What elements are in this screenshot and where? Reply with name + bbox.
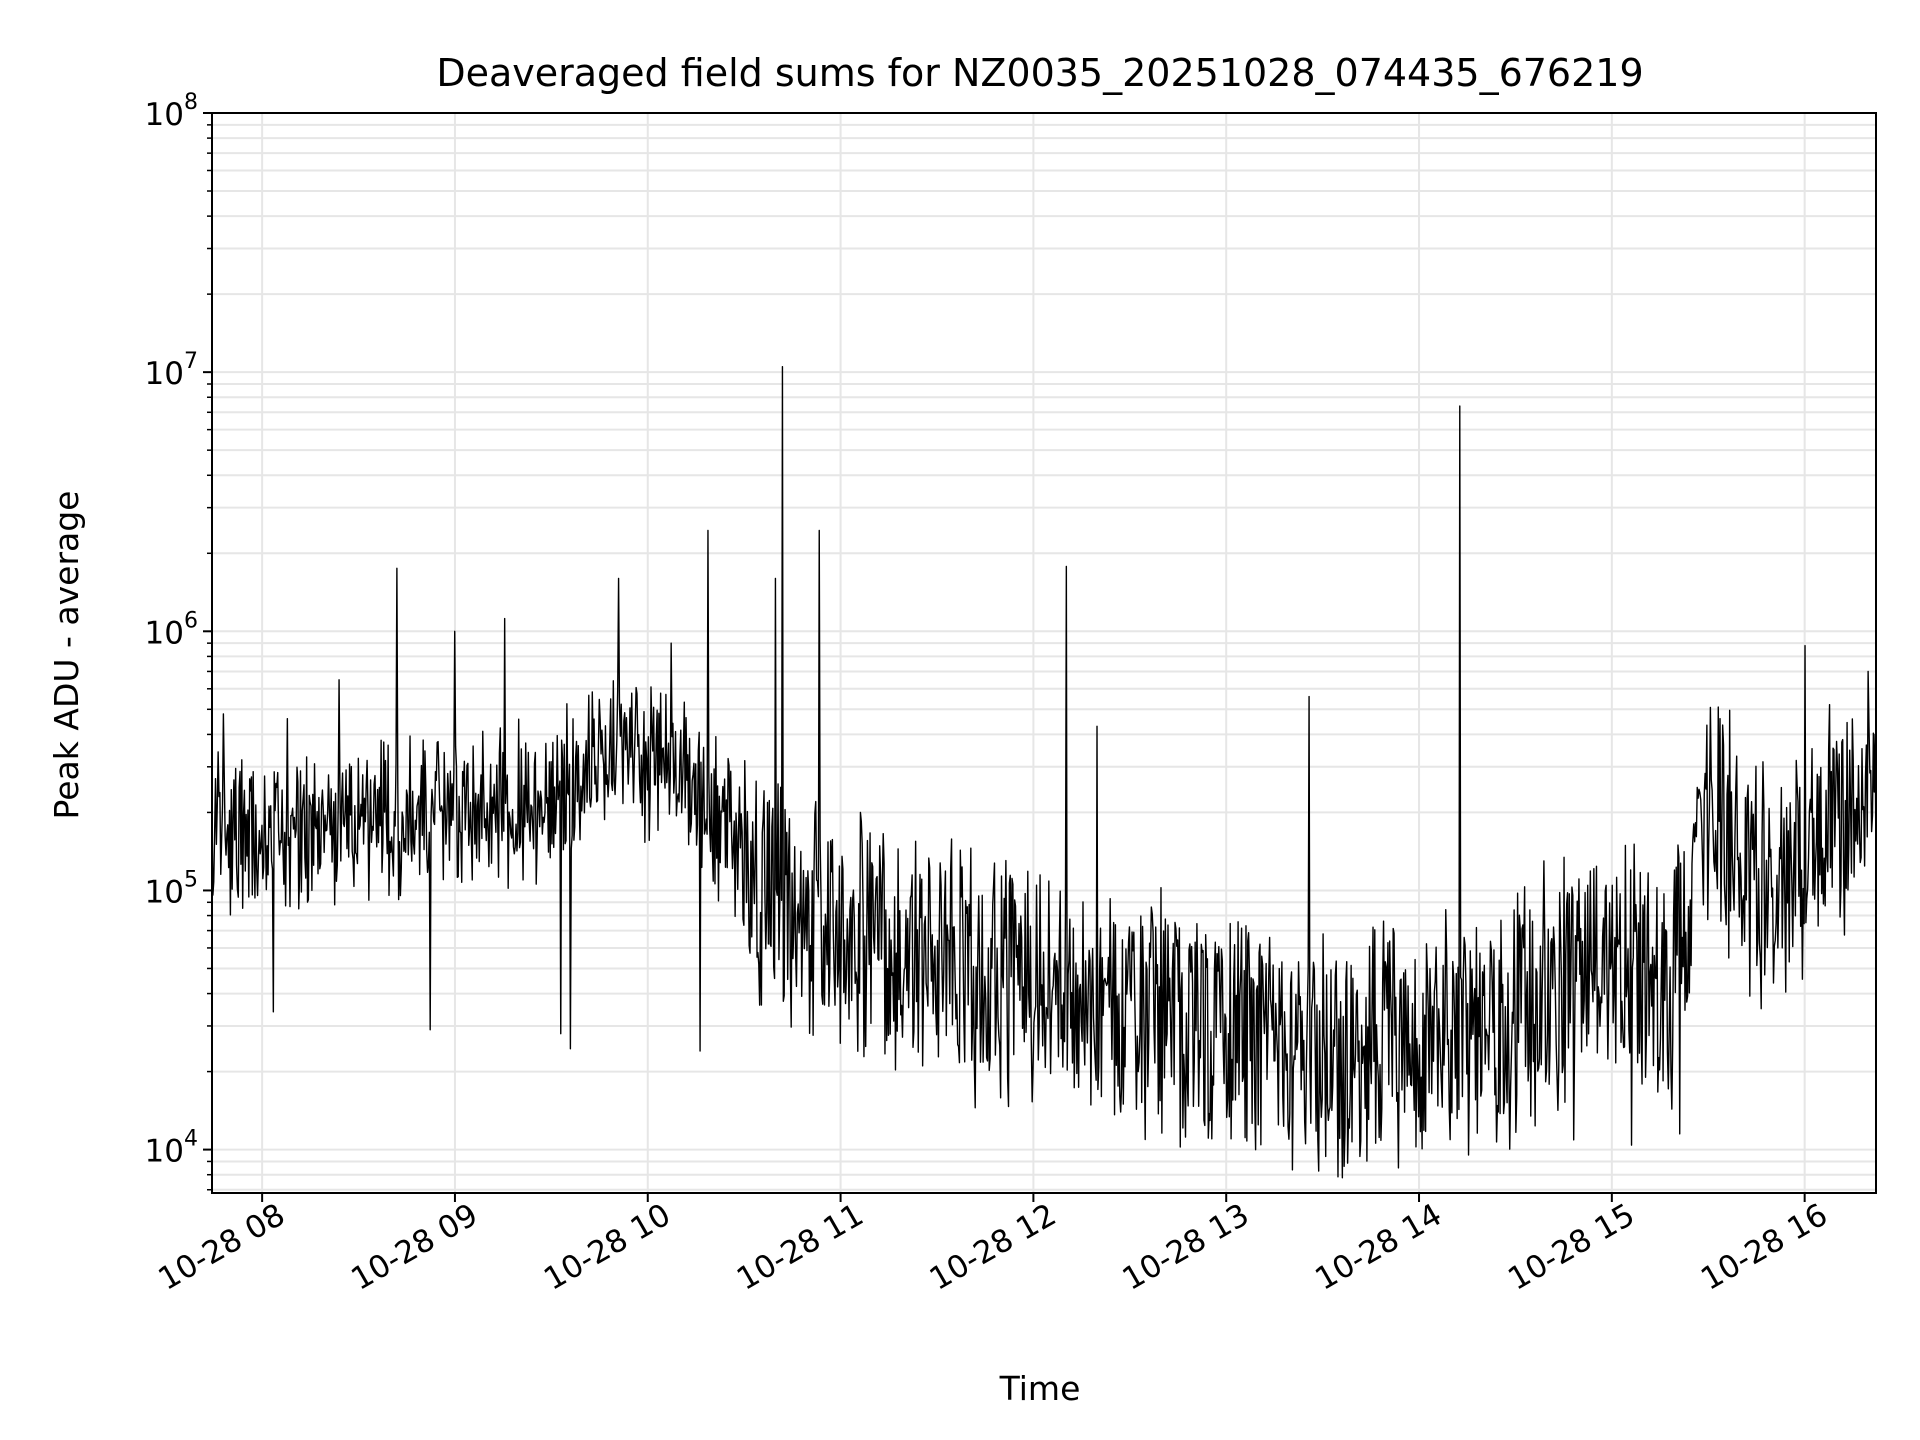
plot-frame (211, 112, 1877, 1194)
y-axis-label: Peak ADU - average (47, 491, 86, 820)
y-tick-label: 105 (145, 867, 198, 910)
series-line-deaveraged (211, 365, 1877, 1179)
chart-title: Deaveraged field sums for NZ0035_2025102… (436, 51, 1643, 95)
y-tick-label: 104 (145, 1127, 198, 1170)
y-tick-label: 107 (145, 349, 198, 392)
x-axis-label: Time (999, 1369, 1081, 1408)
y-tick-label: 108 (145, 90, 198, 133)
grid-layer (212, 112, 1876, 1193)
data-layer (211, 365, 1877, 1179)
y-tick-label: 106 (145, 608, 198, 651)
